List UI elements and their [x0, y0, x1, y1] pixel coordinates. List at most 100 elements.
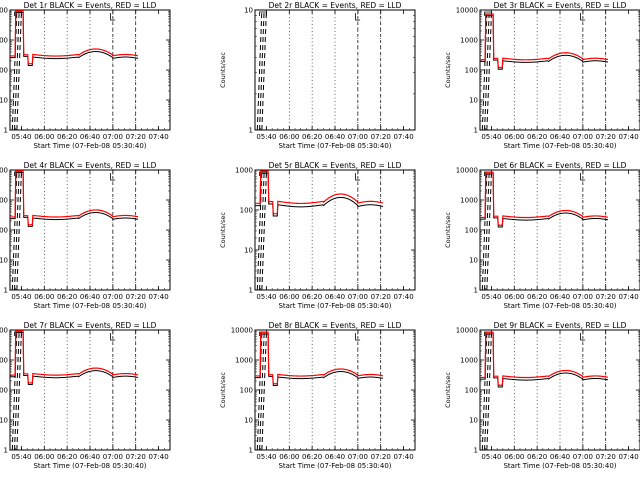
y-tick-label: 1000 [0, 357, 8, 365]
x-tick-label: 06:20 [527, 133, 547, 141]
x-tick-label: 05:40 [256, 453, 276, 461]
y-tick-label: 10 [469, 97, 478, 105]
x-tick-label: 07:40 [393, 453, 413, 461]
y-tick-label: 10 [244, 247, 253, 255]
x-tick-label: 06:20 [527, 453, 547, 461]
y-tick-label: 10000 [456, 7, 478, 15]
chart-panel-3: Det 3r BLACK = Events, RED = LLD 1 10 100 10… [444, 1, 640, 150]
y-tick-label: 1000 [0, 37, 8, 45]
y-tick-label: 10 [0, 97, 8, 105]
y-tick-label: 100 [465, 67, 478, 75]
chart-title: Det 6r BLACK = Events, RED = LLD [494, 161, 627, 170]
x-tick-label: 06:00 [34, 293, 54, 301]
y-axis-label: Counts/sec [444, 372, 452, 408]
x-axis-label: Start Time (07-Feb-08 05:30:40) [278, 142, 391, 150]
x-tick-label: 06:40 [80, 453, 100, 461]
chart-title: Det 5r BLACK = Events, RED = LLD [269, 161, 402, 170]
x-tick-label: 05:40 [11, 293, 31, 301]
attenuator-dashed-line [484, 172, 490, 291]
chart-title: Det 9r BLACK = Events, RED = LLD [494, 321, 627, 330]
x-tick-label: 06:00 [34, 453, 54, 461]
x-tick-label: 07:40 [148, 293, 168, 301]
interval-marker-right [355, 173, 361, 181]
y-tick-label: 100 [465, 227, 478, 235]
attenuator-dashed-line [481, 332, 488, 451]
x-tick-label: 07:00 [103, 293, 123, 301]
chart-panel-7: Det 7r BLACK = Events, RED = LLD 1 10 100 10… [0, 321, 171, 470]
x-tick-label: 06:20 [527, 293, 547, 301]
attenuator-dashed-line [259, 332, 265, 451]
series-events-line [255, 333, 384, 386]
x-tick-label: 07:00 [573, 133, 593, 141]
x-tick-label: 07:00 [103, 133, 123, 141]
y-axis-label: Counts/sec [219, 212, 227, 248]
chart-panel-8: Det 8r BLACK = Events, RED = LLD 1 10 100 10… [219, 321, 416, 470]
series-lld-line [10, 170, 139, 226]
y-tick-label: 1000 [235, 167, 253, 175]
x-tick-label: 06:40 [550, 133, 570, 141]
interval-marker-right [580, 173, 586, 181]
series-lld-line [255, 331, 384, 385]
attenuator-dashed-line [256, 171, 263, 291]
y-tick-label: 1 [474, 127, 478, 135]
y-tick-label: 10 [244, 7, 253, 15]
attenuator-dashed-line [16, 331, 22, 451]
y-axis-label: Counts/sec [219, 372, 227, 408]
attenuator-dashed-line [259, 171, 265, 291]
chart-panel-9: Det 9r BLACK = Events, RED = LLD 1 10 100 10… [444, 321, 640, 470]
attenuator-dashed-line [16, 171, 22, 291]
attenuator-dashed-line [256, 9, 263, 131]
x-tick-label: 06:00 [504, 293, 524, 301]
x-tick-label: 07:40 [618, 453, 638, 461]
y-tick-label: 10000 [231, 327, 253, 335]
y-tick-label: 100 [240, 207, 253, 215]
series-events-line [480, 333, 609, 388]
y-tick-label: 1000 [460, 357, 478, 365]
x-tick-label: 06:40 [550, 453, 570, 461]
x-tick-label: 06:40 [550, 293, 570, 301]
y-tick-label: 10000 [0, 167, 8, 175]
x-tick-label: 06:40 [80, 293, 100, 301]
x-tick-label: 07:00 [348, 293, 368, 301]
chart-title: Det 7r BLACK = Events, RED = LLD [24, 321, 157, 330]
x-tick-label: 07:20 [371, 453, 391, 461]
attenuator-dashed-line [486, 172, 492, 291]
y-tick-label: 1000 [460, 197, 478, 205]
x-tick-label: 07:40 [618, 133, 638, 141]
y-tick-label: 100 [465, 387, 478, 395]
x-tick-label: 05:40 [256, 133, 276, 141]
y-tick-label: 1 [4, 127, 8, 135]
x-tick-label: 07:40 [393, 293, 413, 301]
attenuator-dashed-line [484, 332, 490, 451]
attenuator-dashed-line [261, 332, 267, 451]
x-tick-label: 06:40 [325, 133, 345, 141]
attenuator-dashed-line [259, 9, 265, 131]
interval-marker-right [110, 333, 116, 341]
x-tick-label: 05:40 [256, 293, 276, 301]
x-tick-label: 07:20 [126, 133, 146, 141]
x-tick-label: 06:20 [302, 293, 322, 301]
x-tick-label: 07:20 [596, 453, 616, 461]
y-tick-label: 10000 [0, 7, 8, 15]
interval-marker [259, 11, 267, 16]
y-tick-label: 10 [0, 257, 8, 265]
x-tick-label: 07:20 [596, 293, 616, 301]
x-tick-label: 07:20 [126, 293, 146, 301]
y-tick-label: 1000 [235, 357, 253, 365]
chart-panel-5: Det 5r BLACK = Events, RED = LLD 1 10 100 10… [219, 161, 416, 310]
x-tick-label: 07:20 [371, 293, 391, 301]
attenuator-dashed-line [11, 171, 18, 291]
x-axis-label: Start Time (07-Feb-08 05:30:40) [503, 302, 616, 310]
y-tick-label: 100 [0, 67, 8, 75]
y-tick-label: 100 [0, 387, 8, 395]
y-tick-label: 1 [474, 287, 478, 295]
series-lld-line [480, 331, 609, 386]
attenuator-dashed-line [481, 14, 488, 131]
y-tick-label: 100 [240, 387, 253, 395]
attenuator-dashed-line [486, 332, 492, 451]
y-tick-label: 1000 [460, 37, 478, 45]
interval-marker-right [110, 13, 116, 21]
x-axis-label: Start Time (07-Feb-08 05:30:40) [278, 462, 391, 470]
y-tick-label: 1000 [0, 197, 8, 205]
